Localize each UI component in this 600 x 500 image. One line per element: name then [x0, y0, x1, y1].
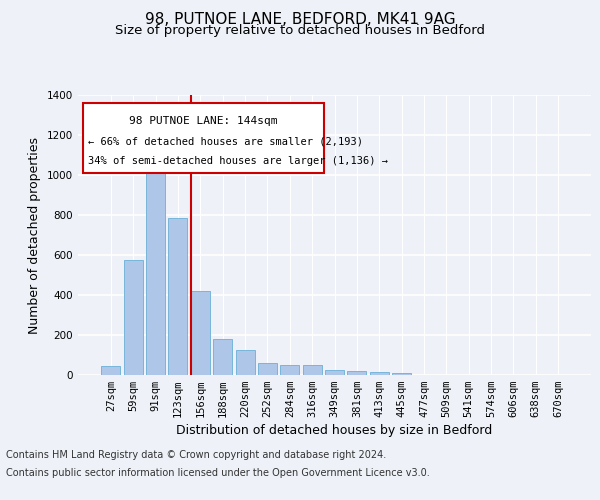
Text: 34% of semi-detached houses are larger (1,136) →: 34% of semi-detached houses are larger (… [88, 156, 388, 166]
FancyBboxPatch shape [83, 104, 324, 174]
Bar [101, 366, 121, 375]
Text: Contains HM Land Registry data © Crown copyright and database right 2024.: Contains HM Land Registry data © Crown c… [6, 450, 386, 460]
Bar [392, 373, 411, 375]
Bar [280, 366, 299, 375]
Bar [370, 372, 389, 375]
Bar [124, 260, 143, 375]
Text: 98, PUTNOE LANE, BEDFORD, MK41 9AG: 98, PUTNOE LANE, BEDFORD, MK41 9AG [145, 12, 455, 28]
Bar [302, 366, 322, 375]
Bar [169, 218, 187, 375]
Text: ← 66% of detached houses are smaller (2,193): ← 66% of detached houses are smaller (2,… [88, 137, 363, 147]
Bar [347, 371, 367, 375]
X-axis label: Distribution of detached houses by size in Bedford: Distribution of detached houses by size … [176, 424, 493, 438]
Bar [236, 350, 254, 375]
Y-axis label: Number of detached properties: Number of detached properties [28, 136, 41, 334]
Text: 98 PUTNOE LANE: 144sqm: 98 PUTNOE LANE: 144sqm [130, 116, 278, 126]
Text: Size of property relative to detached houses in Bedford: Size of property relative to detached ho… [115, 24, 485, 37]
Bar [258, 363, 277, 375]
Bar [191, 292, 210, 375]
Text: Contains public sector information licensed under the Open Government Licence v3: Contains public sector information licen… [6, 468, 430, 477]
Bar [146, 167, 165, 375]
Bar [213, 340, 232, 375]
Bar [325, 370, 344, 375]
